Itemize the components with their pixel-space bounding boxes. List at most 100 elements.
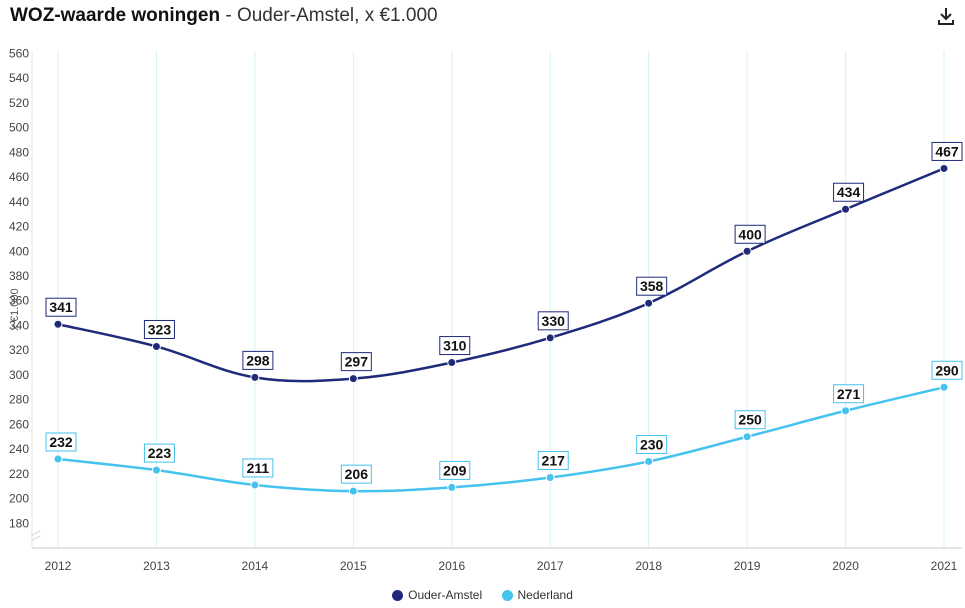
data-label: 341: [49, 299, 73, 315]
y-tick-label: 460: [9, 170, 29, 184]
data-label-box: [439, 460, 471, 480]
x-tick-label: 2012: [45, 559, 72, 573]
data-label-box: [636, 434, 668, 454]
x-tick-label: 2016: [438, 559, 465, 573]
y-axis-label: x €1.000: [9, 288, 21, 330]
line-chart: 180 200 220 240 260 280 300 320 340 360 380 400 420 4…: [9, 46, 963, 573]
series-nederland: [53, 382, 949, 496]
data-point: [644, 298, 654, 308]
data-label: 323: [148, 321, 172, 337]
y-tick-label: 280: [9, 393, 29, 407]
data-point: [348, 486, 358, 496]
download-icon[interactable]: [936, 6, 956, 28]
axis-break-icon: [30, 530, 41, 542]
x-tick-label: 2017: [537, 559, 564, 573]
data-point: [545, 333, 555, 343]
data-label-box: [931, 141, 963, 161]
data-label: 217: [542, 453, 566, 469]
data-label-box: [833, 384, 865, 404]
y-tick-label: 220: [9, 467, 29, 481]
y-tick-label: 520: [9, 96, 29, 110]
y-tick-label: 240: [9, 442, 29, 456]
data-label: 400: [738, 226, 762, 242]
data-label-box: [537, 311, 569, 331]
data-label: 297: [345, 354, 369, 370]
data-point: [151, 341, 161, 351]
data-label-box: [143, 443, 175, 463]
data-label: 434: [837, 184, 861, 200]
data-point: [447, 358, 457, 368]
y-tick-label: 540: [9, 71, 29, 85]
data-label: 271: [837, 386, 861, 402]
data-label-box: [734, 410, 766, 430]
data-label: 310: [443, 338, 467, 354]
data-label-box: [439, 336, 471, 356]
legend-label-ouder-amstel: Ouder-Amstel: [408, 588, 483, 602]
y-tick-label: 360: [9, 294, 29, 308]
x-tick-label: 2013: [143, 559, 170, 573]
data-label: 467: [935, 143, 959, 159]
data-point: [348, 374, 358, 384]
data-point: [644, 456, 654, 466]
data-label-box: [734, 224, 766, 244]
data-label-box: [537, 451, 569, 471]
data-label-box: [340, 352, 372, 372]
data-label: 298: [246, 352, 270, 368]
legend-item-ouder-amstel[interactable]: Ouder-Amstel: [392, 588, 482, 602]
legend-marker-nederland: [501, 589, 513, 601]
series-line-nederland: [57, 386, 945, 493]
data-label-box: [45, 297, 77, 317]
y-tick-label: 440: [9, 195, 29, 209]
data-point: [841, 204, 851, 214]
x-tick-label: 2015: [340, 559, 367, 573]
legend-label-nederland: Nederland: [517, 588, 573, 602]
y-tick-label: 200: [9, 492, 29, 506]
data-point: [250, 480, 260, 490]
x-tick-label: 2014: [242, 559, 269, 573]
legend-marker-ouder-amstel: [392, 589, 404, 601]
data-label: 330: [542, 313, 566, 329]
x-tick-label: 2019: [734, 559, 761, 573]
y-tick-label: 260: [9, 417, 29, 431]
legend: Ouder-Amstel Nederland: [0, 588, 965, 604]
y-tick-label: 480: [9, 145, 29, 159]
y-tick-label: 400: [9, 244, 29, 258]
data-point: [742, 432, 752, 442]
data-point: [250, 372, 260, 382]
data-point: [151, 465, 161, 475]
data-point: [53, 454, 63, 464]
y-tick-label: 560: [9, 46, 29, 60]
data-label-box: [242, 350, 274, 370]
data-label: 209: [443, 462, 467, 478]
data-label: 230: [640, 436, 664, 452]
y-tick-label: 380: [9, 269, 29, 283]
data-point: [545, 473, 555, 483]
y-tick-label: 340: [9, 318, 29, 332]
data-label: 358: [640, 278, 664, 294]
y-tick-label: 420: [9, 220, 29, 234]
y-tick-label: 300: [9, 368, 29, 382]
chart-header: WOZ-waarde woningen - Ouder-Amstel, x €1…: [10, 5, 438, 27]
series-ouder-amstel: [53, 163, 949, 384]
data-label-box: [340, 464, 372, 484]
data-label-box: [931, 360, 963, 380]
data-label: 211: [247, 460, 270, 476]
data-point: [447, 482, 457, 492]
x-tick-label: 2018: [635, 559, 662, 573]
data-label: 290: [935, 362, 959, 378]
legend-item-nederland[interactable]: Nederland: [501, 588, 573, 602]
data-label-box: [636, 276, 668, 296]
data-label: 206: [345, 466, 369, 482]
y-tick-label: 180: [9, 516, 29, 530]
data-label: 223: [148, 445, 172, 461]
data-label: 250: [738, 412, 762, 428]
data-label-box: [45, 432, 77, 452]
y-tick-label: 500: [9, 121, 29, 135]
data-point: [841, 406, 851, 416]
data-label-box: [242, 458, 274, 478]
data-point: [939, 163, 949, 173]
data-point: [939, 382, 949, 392]
x-tick-label: 2021: [931, 559, 958, 573]
series-line-ouder-amstel: [57, 167, 945, 383]
y-tick-label: 320: [9, 343, 29, 357]
